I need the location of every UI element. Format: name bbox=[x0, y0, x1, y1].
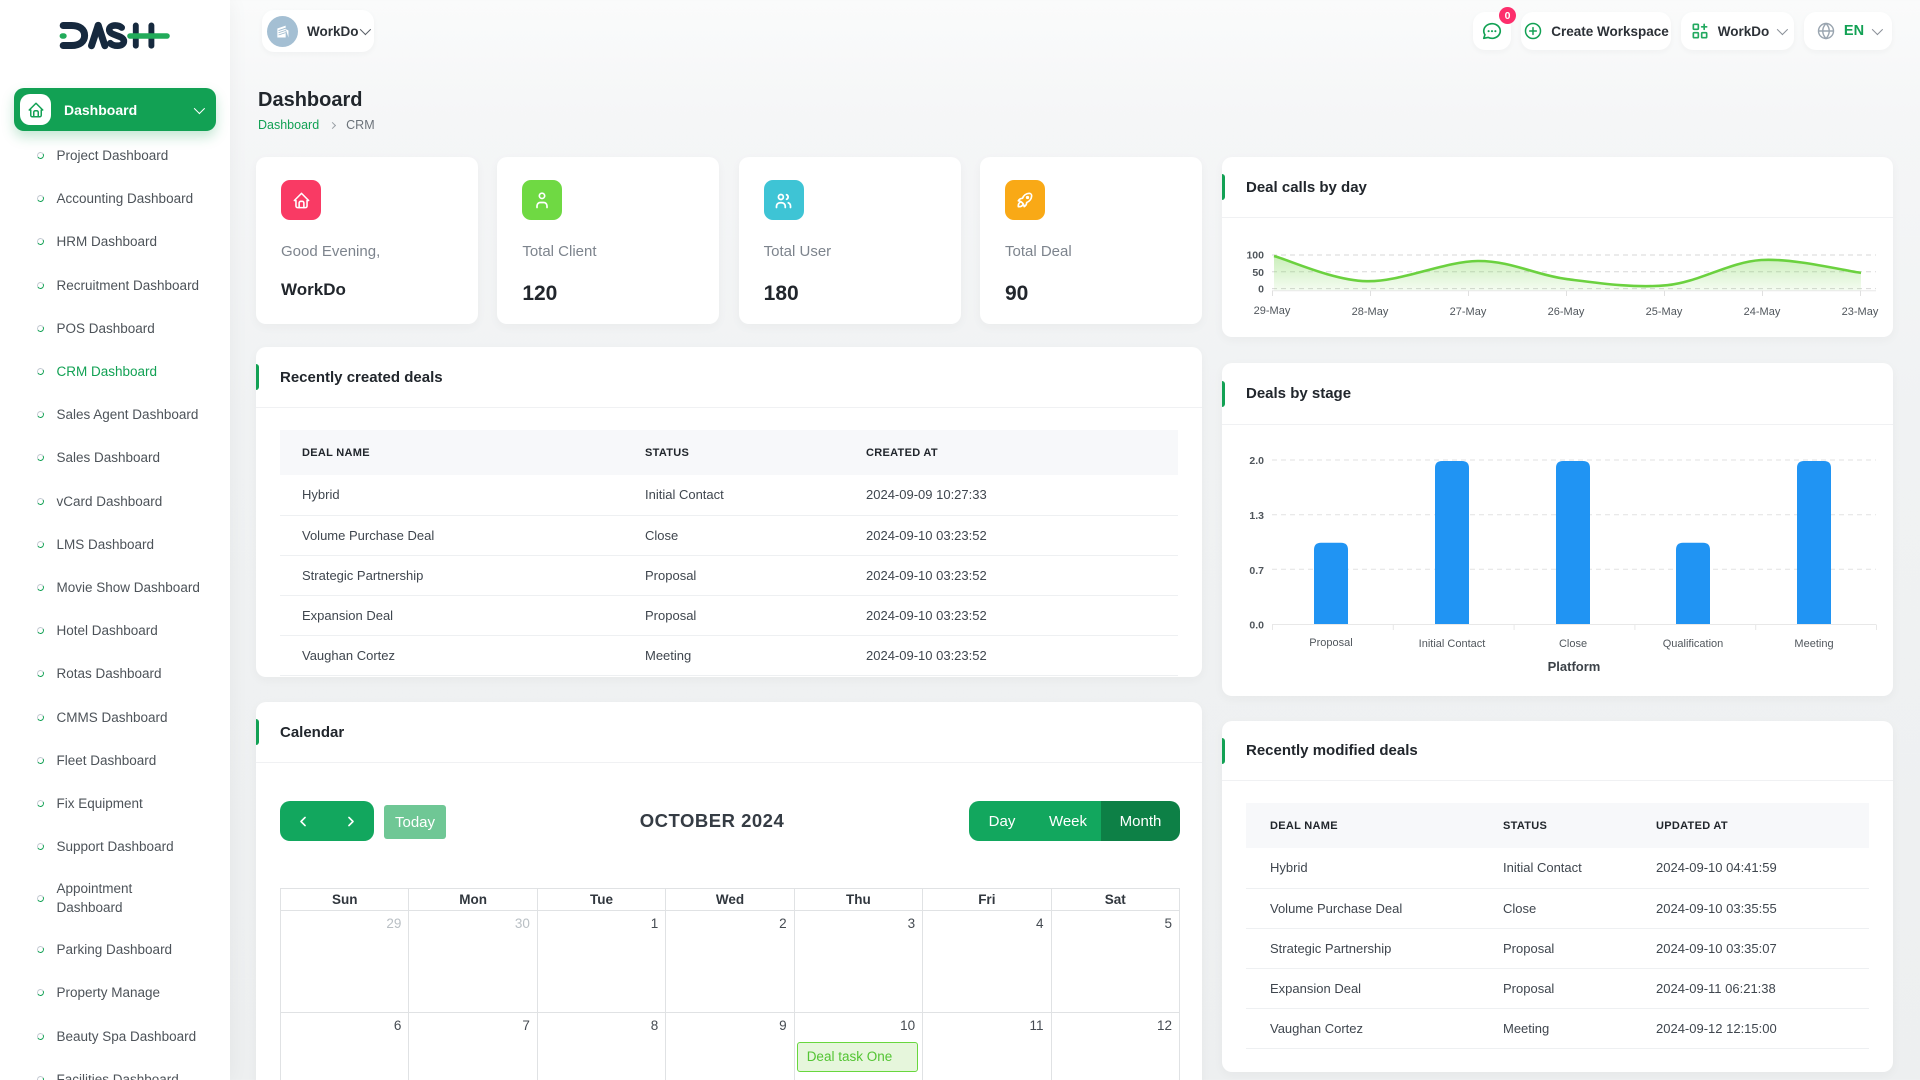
svg-text:Initial Contact: Initial Contact bbox=[1419, 638, 1486, 650]
svg-text:Meeting: Meeting bbox=[1794, 638, 1833, 650]
svg-text:2.0: 2.0 bbox=[1249, 455, 1264, 467]
svg-text:0.7: 0.7 bbox=[1249, 565, 1264, 577]
svg-text:Qualification: Qualification bbox=[1663, 638, 1724, 650]
svg-text:24-May: 24-May bbox=[1744, 306, 1781, 318]
svg-text:23-May: 23-May bbox=[1842, 306, 1879, 318]
svg-text:1.3: 1.3 bbox=[1249, 510, 1264, 522]
svg-text:29-May: 29-May bbox=[1254, 305, 1291, 317]
svg-text:25-May: 25-May bbox=[1646, 306, 1683, 318]
svg-text:0.0: 0.0 bbox=[1249, 620, 1264, 632]
svg-text:26-May: 26-May bbox=[1548, 306, 1585, 318]
svg-text:Close: Close bbox=[1559, 638, 1587, 650]
svg-text:28-May: 28-May bbox=[1352, 306, 1389, 318]
svg-text:100: 100 bbox=[1246, 250, 1264, 262]
svg-text:Platform: Platform bbox=[1548, 659, 1601, 674]
svg-text:Proposal: Proposal bbox=[1309, 637, 1352, 649]
svg-text:0: 0 bbox=[1258, 284, 1264, 296]
svg-text:50: 50 bbox=[1252, 267, 1264, 279]
svg-text:27-May: 27-May bbox=[1450, 306, 1487, 318]
